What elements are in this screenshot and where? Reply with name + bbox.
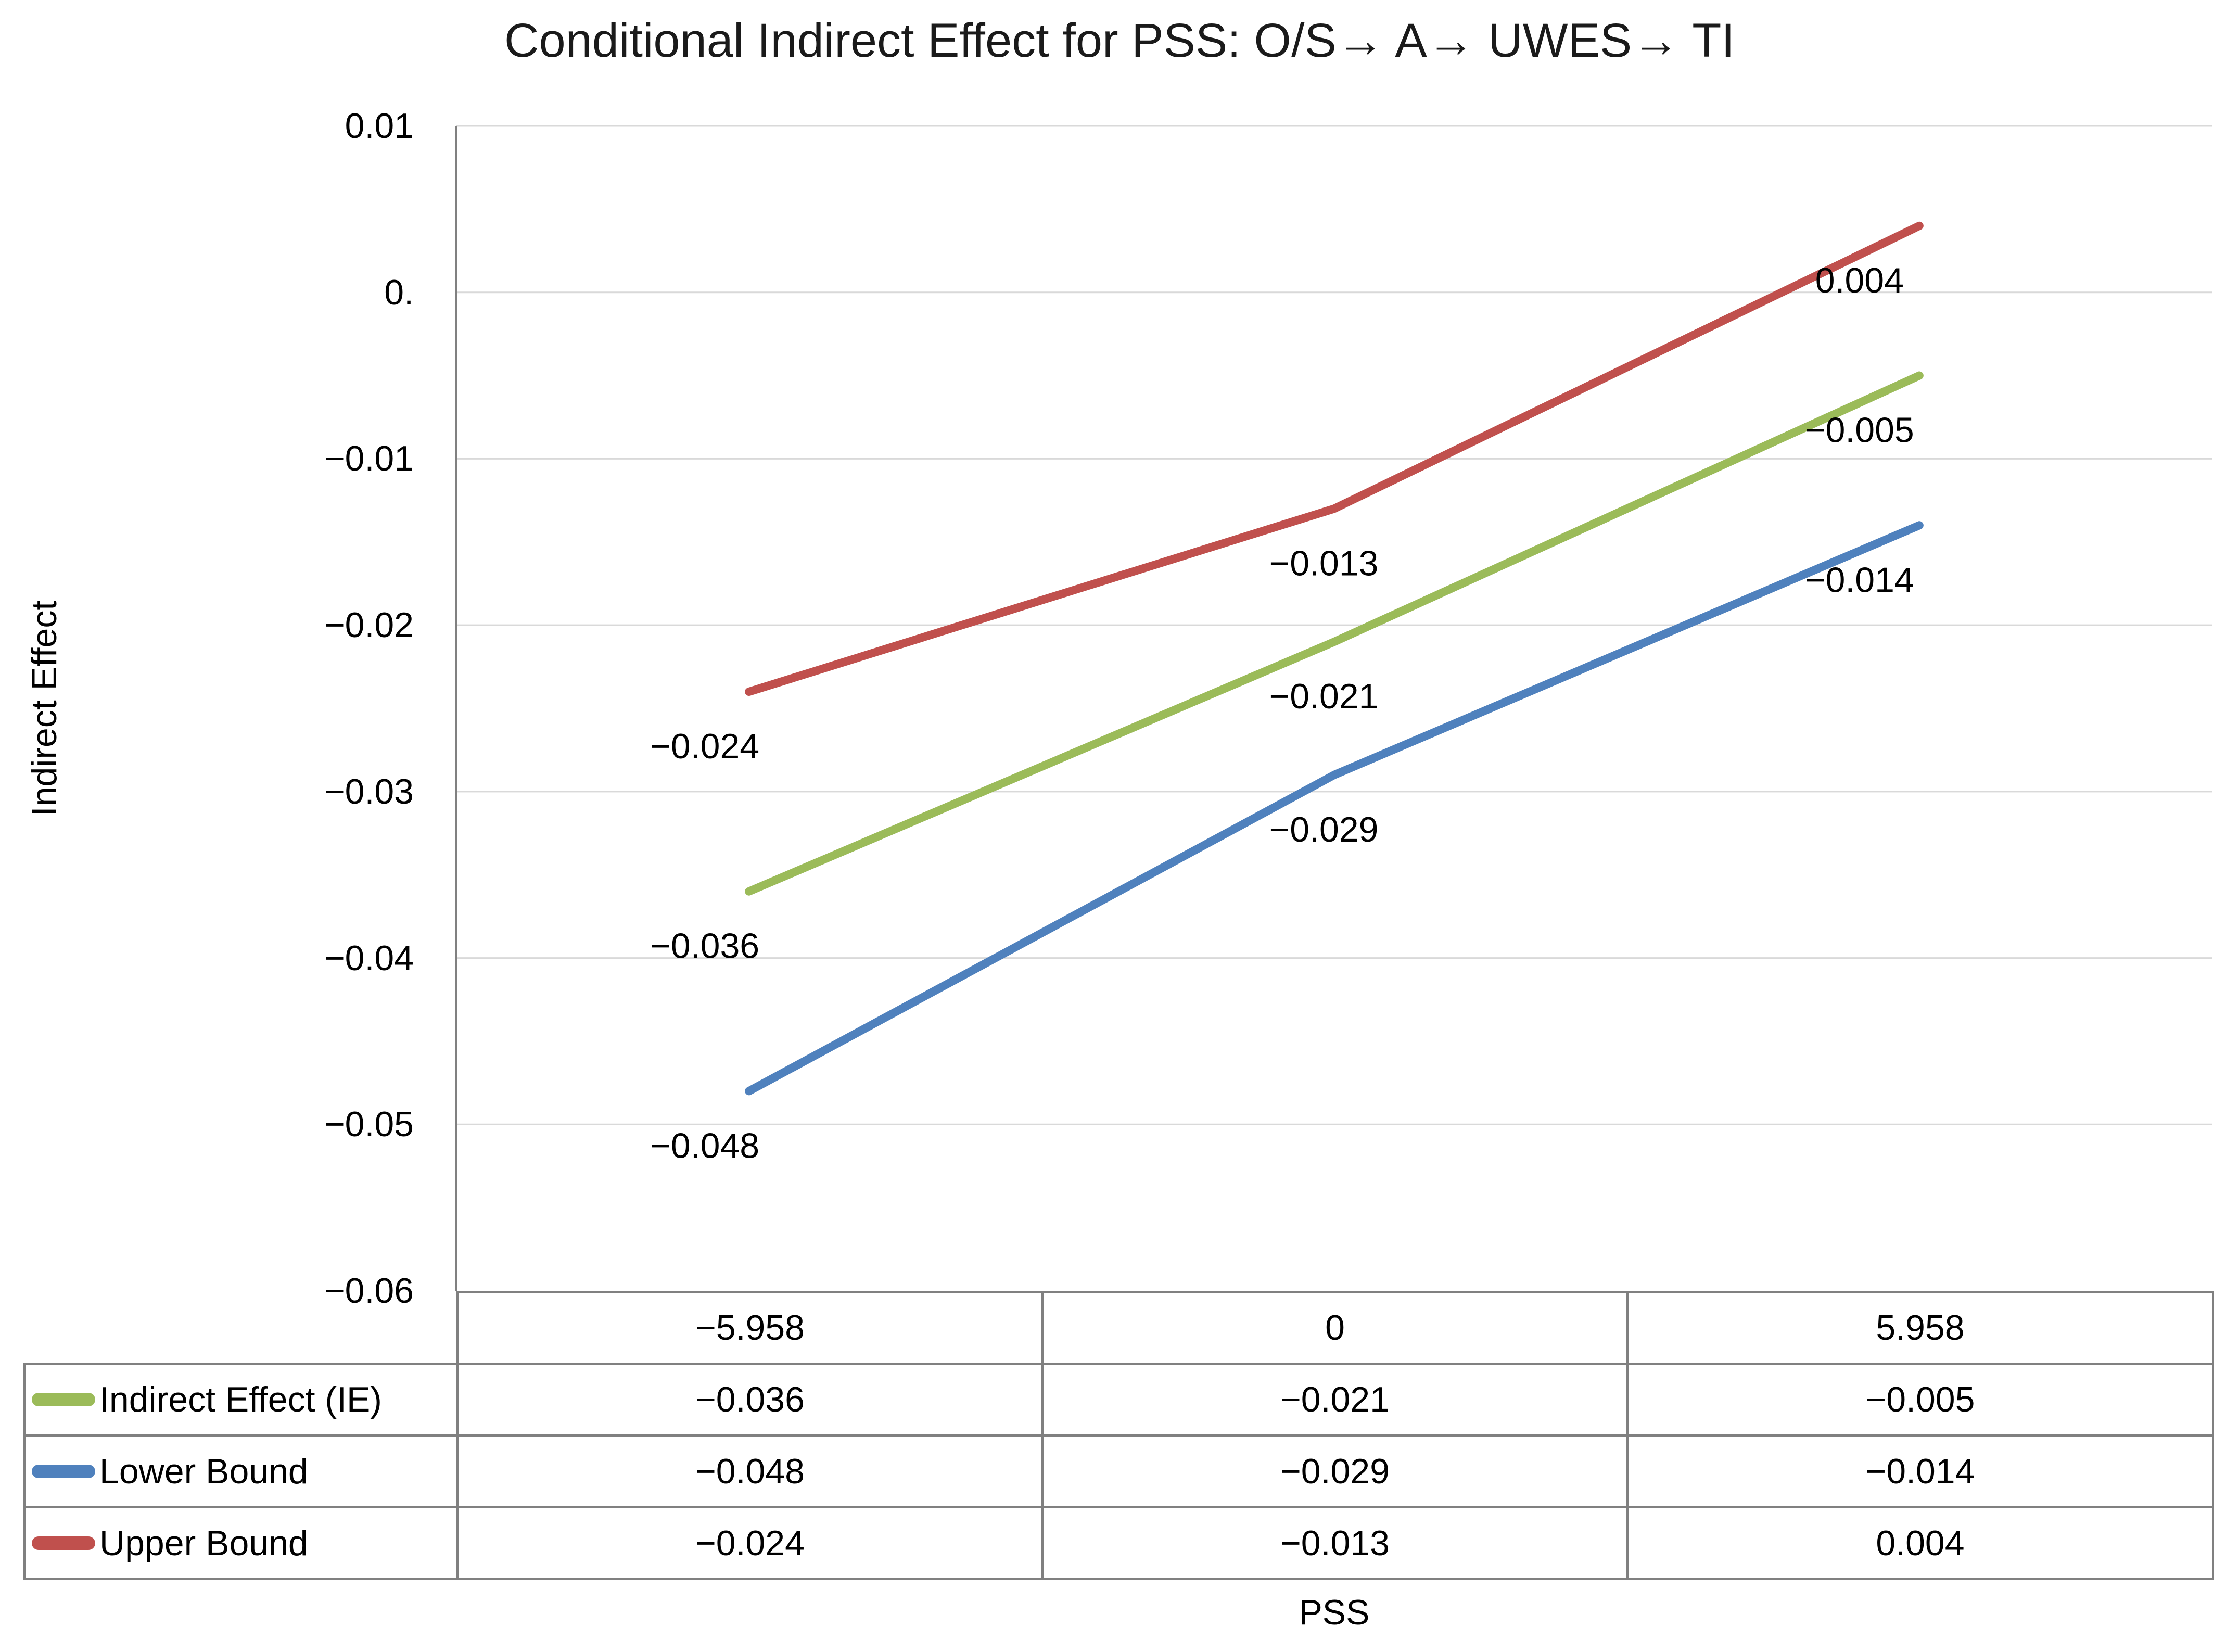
table-corner-spacer: [24, 1292, 457, 1364]
data-label-indirect-effect-ie: −0.005: [1805, 411, 1914, 450]
legend-swatch-indirect-effect-icon: [32, 1393, 95, 1406]
table-row-upper-bound: Upper Bound −0.024 −0.013 0.004: [23, 1506, 2214, 1580]
category-label: 5.958: [1626, 1291, 2214, 1365]
value-cell: −0.024: [456, 1506, 1044, 1580]
legend-cell-upper-bound: Upper Bound: [23, 1506, 459, 1580]
category-label: 0: [1041, 1291, 1629, 1365]
y-tick-label: −0.03: [324, 772, 414, 811]
legend-label-upper-bound: Upper Bound: [99, 1523, 308, 1563]
y-tick-label: −0.02: [324, 605, 414, 645]
category-header-row: −5.958 0 5.958: [24, 1291, 2214, 1365]
y-tick-label: 0.: [384, 273, 414, 312]
legend-cell-indirect-effect: Indirect Effect (IE): [23, 1363, 459, 1437]
data-label-upper-bound: −0.013: [1269, 543, 1379, 583]
y-tick-label: −0.01: [324, 439, 414, 478]
legend-swatch-upper-bound-icon: [32, 1536, 95, 1550]
legend-swatch-lower-bound-icon: [32, 1465, 95, 1478]
data-label-upper-bound: 0.004: [1815, 261, 1904, 300]
data-label-indirect-effect-ie: −0.036: [650, 926, 759, 966]
y-tick-label: −0.06: [324, 1271, 414, 1311]
value-cell: 0.004: [1626, 1506, 2214, 1580]
legend-label-lower-bound: Lower Bound: [99, 1452, 308, 1491]
value-cell: −0.005: [1626, 1363, 2214, 1437]
y-tick-label: −0.04: [324, 938, 414, 978]
value-cell: −0.029: [1041, 1434, 1629, 1508]
data-label-lower-bound: −0.048: [650, 1126, 759, 1165]
series-line-lower-bound: [745, 521, 1924, 1096]
value-cell: −0.021: [1041, 1363, 1629, 1437]
value-cell: −0.013: [1041, 1506, 1629, 1580]
legend-label-indirect-effect: Indirect Effect (IE): [99, 1380, 382, 1419]
table-row-lower-bound: Lower Bound −0.048 −0.029 −0.014: [23, 1434, 2214, 1508]
value-cell: −0.048: [456, 1434, 1044, 1508]
data-label-indirect-effect-ie: −0.021: [1269, 677, 1379, 716]
table-row-indirect-effect: Indirect Effect (IE) −0.036 −0.021 −0.00…: [23, 1363, 2214, 1437]
data-label-lower-bound: −0.029: [1269, 810, 1379, 849]
series-line-upper-bound: [745, 221, 1924, 696]
legend-cell-lower-bound: Lower Bound: [23, 1434, 459, 1508]
chart-title: Conditional Indirect Effect for PSS: O/S…: [504, 14, 1735, 67]
y-tick-label: 0.01: [345, 106, 414, 146]
x-axis-title: PSS: [1299, 1593, 1370, 1632]
value-cell: −0.036: [456, 1363, 1044, 1437]
value-cell: −0.014: [1626, 1434, 2214, 1508]
series-line-indirect-effect-ie: [745, 371, 1924, 896]
data-label-lower-bound: −0.014: [1805, 560, 1914, 600]
category-label: −5.958: [456, 1291, 1044, 1365]
data-table: −5.958 0 5.958 Indirect Effect (IE) −0.0…: [23, 1291, 2214, 1580]
y-tick-label: −0.05: [324, 1104, 414, 1144]
data-label-upper-bound: −0.024: [650, 727, 759, 766]
